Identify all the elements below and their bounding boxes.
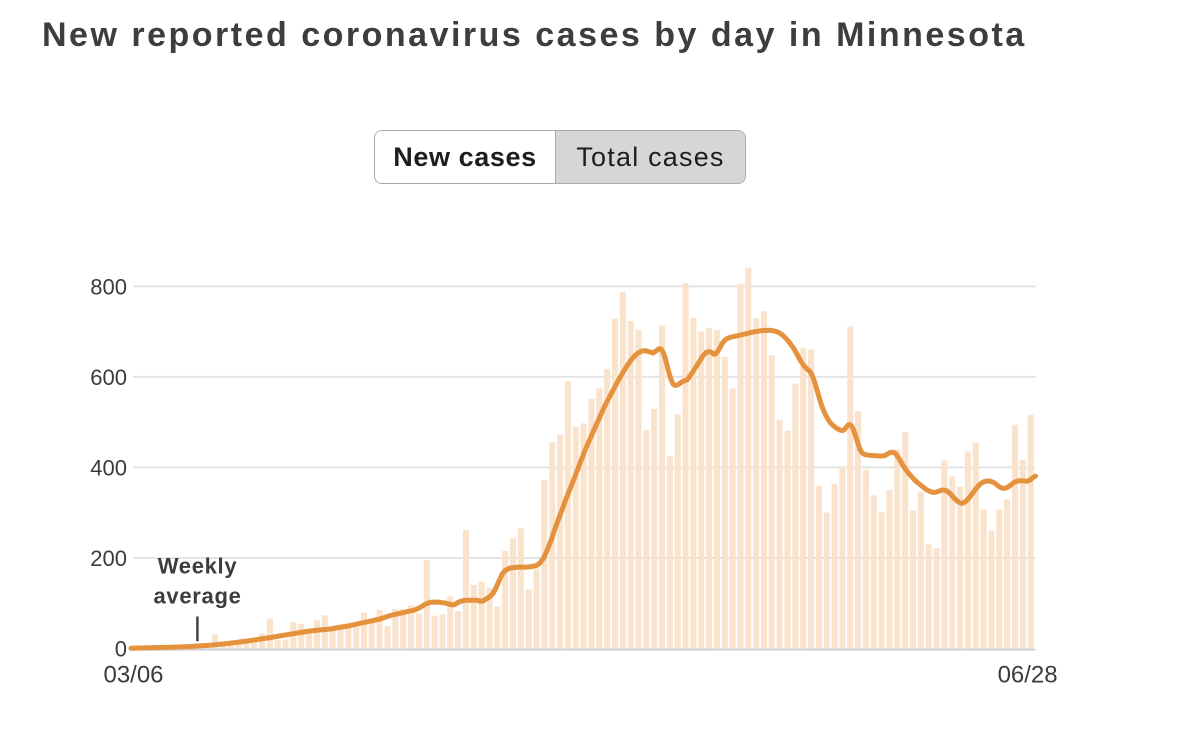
svg-text:03/06: 03/06: [103, 662, 163, 689]
svg-text:600: 600: [90, 365, 127, 390]
svg-text:400: 400: [90, 455, 127, 480]
svg-text:average: average: [153, 584, 241, 609]
svg-text:Weekly: Weekly: [158, 553, 238, 578]
svg-text:200: 200: [90, 546, 127, 571]
svg-text:0: 0: [115, 636, 127, 661]
svg-text:06/28: 06/28: [998, 662, 1058, 689]
svg-text:800: 800: [90, 274, 127, 299]
